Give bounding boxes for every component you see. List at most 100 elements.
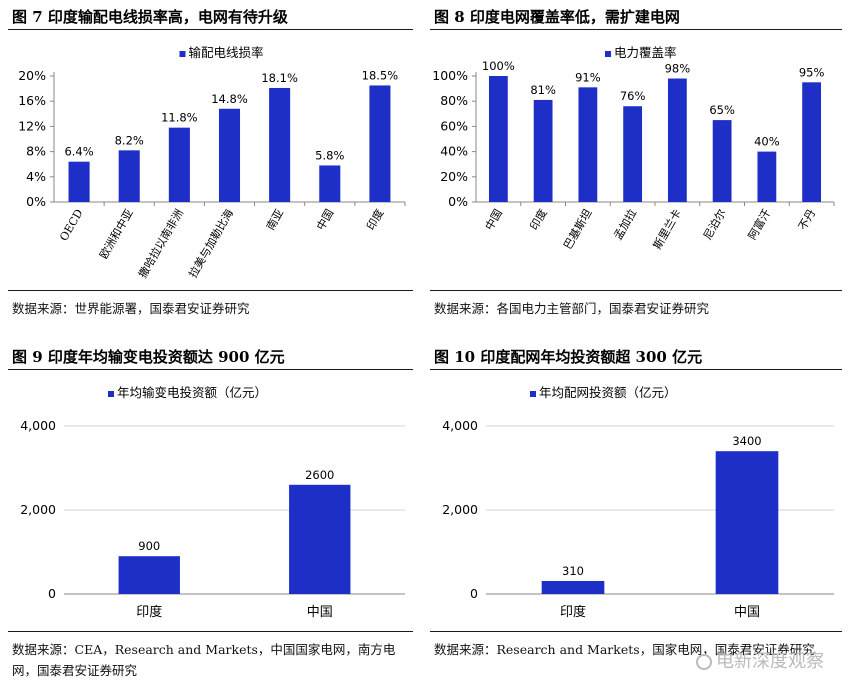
x-tick-label: 南亚 bbox=[264, 207, 286, 233]
x-tick-label: 阿富汗 bbox=[745, 207, 774, 243]
legend-swatch bbox=[179, 51, 186, 57]
y-tick-label: 0% bbox=[448, 194, 468, 209]
bar bbox=[289, 484, 351, 594]
bar-chart-coverage: 电力覆盖率 0% 20% 40% 60% 80% 100% 100% 中国 81% 印度 91% 巴基斯… bbox=[432, 45, 835, 252]
data-label: 8.2% bbox=[115, 133, 144, 147]
legend-label: 输配电线损率 bbox=[189, 45, 264, 60]
y-tick-label: 12% bbox=[18, 118, 46, 133]
y-tick-label: 2,000 bbox=[20, 502, 56, 517]
y-tick-label: 0 bbox=[48, 586, 56, 601]
bar bbox=[578, 87, 598, 202]
bar bbox=[218, 108, 241, 202]
x-tick-label: 欧洲和中亚 bbox=[97, 207, 136, 261]
data-label: 900 bbox=[138, 539, 160, 553]
bar bbox=[757, 151, 777, 202]
x-tick-label: 斯里兰卡 bbox=[651, 207, 684, 252]
legend-label: 电力覆盖率 bbox=[614, 45, 677, 60]
y-tick-label: 8% bbox=[26, 144, 46, 159]
chart-panel-distribution-investment: 图 10 印度配网年均投资额超 300 亿元 年均配网投资额（亿元） 0 2,000… bbox=[430, 344, 842, 685]
legend: 年均配网投资额（亿元） bbox=[530, 385, 677, 400]
x-tick-label: 巴基斯坦 bbox=[560, 207, 594, 252]
data-label: 40% bbox=[754, 135, 780, 149]
data-label: 310 bbox=[562, 564, 584, 578]
x-tick-label: 印度 bbox=[136, 604, 162, 620]
x-tick-label: 印度 bbox=[527, 207, 550, 233]
x-tick-label: 不丹 bbox=[796, 207, 818, 233]
legend-label: 年均配网投资额（亿元） bbox=[539, 385, 677, 400]
bar-chart-transmission-investment: 年均输变电投资额（亿元） 0 2,000 4,000 900 印度 2600 中国 bbox=[20, 385, 405, 620]
source-note: 数据来源：各国电力主管部门，国泰君安证券研究 bbox=[430, 290, 842, 320]
bar bbox=[533, 99, 553, 202]
x-tick-label: 拉美与加勒比海 bbox=[185, 207, 236, 281]
y-tick-label: 60% bbox=[440, 118, 468, 133]
bar bbox=[715, 451, 779, 594]
bar bbox=[118, 150, 140, 202]
legend-swatch bbox=[605, 51, 611, 57]
chart-panel-coverage: 图 8 印度电网覆盖率低，需扩建电网 电力覆盖率 0% 20% 40% 60% 80% 10… bbox=[430, 4, 842, 320]
source-note: 数据来源：世界能源署，国泰君安证券研究 bbox=[8, 290, 413, 320]
bar bbox=[68, 161, 90, 202]
y-tick-label: 20% bbox=[440, 169, 468, 184]
bar bbox=[712, 120, 732, 202]
y-tick-label: 4,000 bbox=[20, 418, 56, 433]
y-tick-label: 100% bbox=[432, 68, 468, 83]
y-tick-label: 4,000 bbox=[442, 418, 478, 433]
data-label: 81% bbox=[530, 83, 556, 97]
x-tick-label: OECD bbox=[57, 207, 85, 243]
y-tick-label: 80% bbox=[440, 93, 468, 108]
source-note: 数据来源：Research and Markets，国家电网，国泰君安证券研究 bbox=[430, 631, 842, 685]
x-tick-label: 印度 bbox=[363, 207, 386, 233]
data-label: 2600 bbox=[305, 468, 334, 482]
y-tick-label: 0% bbox=[26, 194, 46, 209]
bar bbox=[319, 165, 341, 202]
x-tick-label: 印度 bbox=[560, 604, 586, 620]
chart-panel-transmission-investment: 图 9 印度年均输变电投资额达 900 亿元 年均输变电投资额（亿元） 0 2,00… bbox=[8, 344, 413, 685]
bar bbox=[541, 580, 605, 594]
chart-title: 图 9 印度年均输变电投资额达 900 亿元 bbox=[8, 344, 413, 370]
y-tick-label: 2,000 bbox=[442, 502, 478, 517]
chart-title: 图 8 印度电网覆盖率低，需扩建电网 bbox=[430, 4, 842, 30]
legend-swatch bbox=[530, 391, 536, 397]
wechat-icon bbox=[696, 654, 712, 670]
x-tick-label: 中国 bbox=[734, 605, 760, 620]
legend: 电力覆盖率 bbox=[605, 45, 677, 60]
watermark: 电新深度观察 bbox=[696, 647, 824, 673]
x-tick-label: 中国 bbox=[483, 207, 505, 233]
data-label: 18.1% bbox=[261, 71, 298, 85]
bar bbox=[369, 85, 391, 202]
y-tick-label: 4% bbox=[26, 169, 46, 184]
bar-chart-distribution-investment: 年均配网投资额（亿元） 0 2,000 4,000 310 印度 3400 中国 bbox=[442, 385, 834, 620]
data-label: 95% bbox=[799, 65, 825, 79]
bar bbox=[802, 82, 822, 202]
data-label: 6.4% bbox=[64, 145, 93, 159]
chart-title: 图 10 印度配网年均投资额超 300 亿元 bbox=[430, 344, 842, 370]
data-label: 14.8% bbox=[211, 92, 248, 106]
legend: 年均输变电投资额（亿元） bbox=[108, 385, 267, 400]
data-label: 3400 bbox=[732, 434, 761, 448]
data-label: 100% bbox=[482, 59, 515, 73]
legend-label: 年均输变电投资额（亿元） bbox=[117, 385, 267, 400]
chart-title: 图 7 印度输配电线损率高，电网有待升级 bbox=[8, 4, 413, 30]
bar bbox=[667, 78, 687, 202]
x-tick-label: 撒哈拉以南非洲 bbox=[135, 207, 186, 281]
bar-chart-line-loss: 输配电线损率 0% 4% 8% 12% 16% 20% 6.4% OECD 8.2% 欧洲和中亚 11… bbox=[18, 45, 406, 281]
x-tick-label: 中国 bbox=[307, 605, 333, 620]
source-note: 数据来源：CEA，Research and Markets，中国国家电网，南方电… bbox=[8, 631, 413, 685]
y-tick-label: 20% bbox=[18, 68, 46, 83]
legend: 输配电线损率 bbox=[179, 45, 264, 60]
data-label: 18.5% bbox=[362, 68, 399, 82]
legend-swatch bbox=[108, 391, 114, 397]
bar bbox=[488, 76, 508, 202]
bar bbox=[269, 87, 291, 202]
data-label: 76% bbox=[620, 89, 646, 103]
chart-panel-line-loss: 图 7 印度输配电线损率高，电网有待升级 输配电线损率 0% 4% 8% 12% 16% 2… bbox=[8, 4, 413, 320]
bar bbox=[168, 127, 190, 202]
y-tick-label: 0 bbox=[470, 586, 478, 601]
bar bbox=[623, 106, 643, 202]
y-tick-label: 16% bbox=[18, 93, 46, 108]
data-label: 98% bbox=[665, 62, 691, 76]
data-label: 91% bbox=[575, 70, 601, 84]
bar bbox=[118, 556, 180, 594]
data-label: 11.8% bbox=[161, 111, 198, 125]
x-tick-label: 尼泊尔 bbox=[701, 207, 729, 242]
